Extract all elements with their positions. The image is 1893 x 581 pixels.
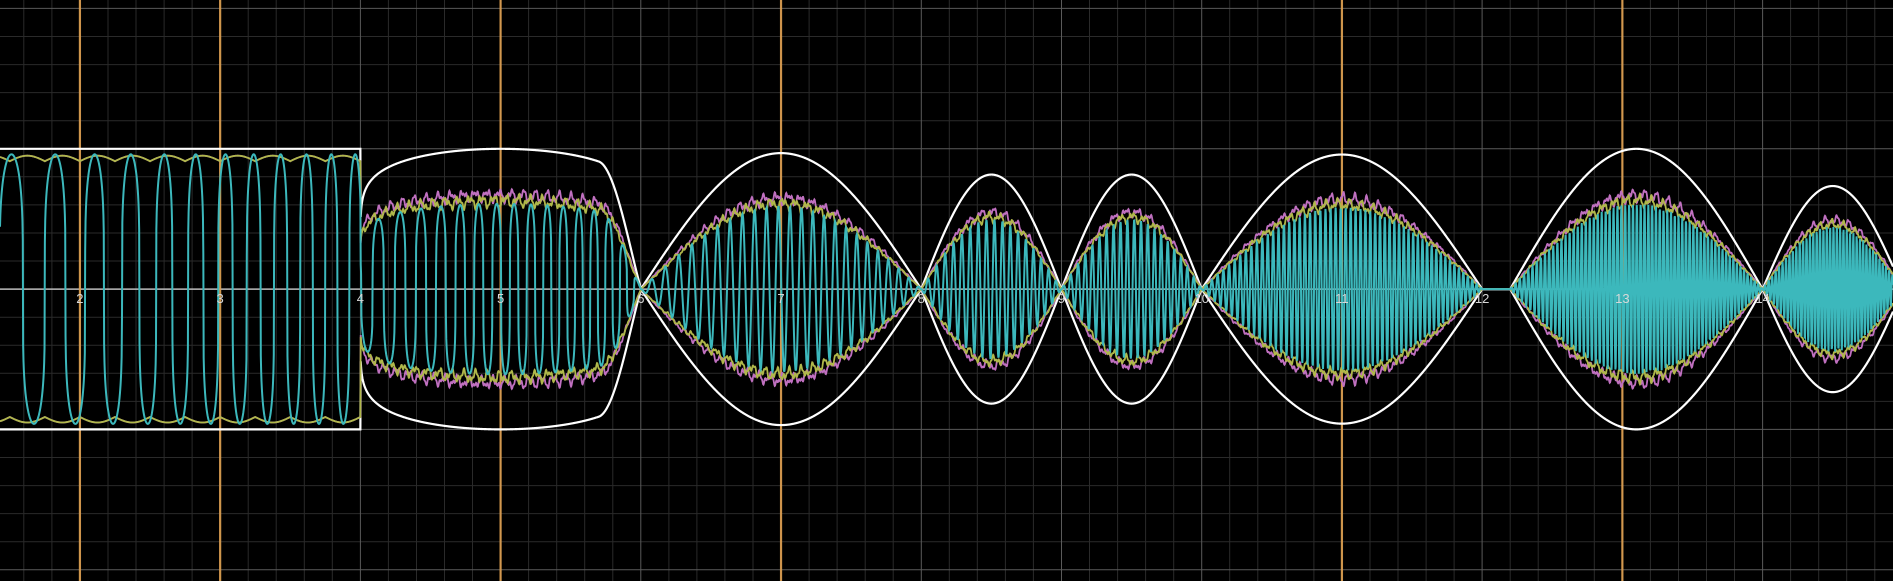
envelope-upper [0, 147, 1893, 293]
x-tick-label: 6 [637, 291, 644, 306]
x-tick-label: 2 [76, 291, 83, 306]
x-tick-label: 9 [1058, 291, 1065, 306]
x-tick-label: 12 [1475, 291, 1489, 306]
envelope-lower [0, 286, 1893, 431]
x-tick-label: 10 [1194, 291, 1208, 306]
x-tick-label: 3 [217, 291, 224, 306]
curves [0, 147, 1893, 431]
x-tick-labels: 2 3 4 5 6 7 8 9 10 11 12 13 14 [76, 291, 1770, 306]
band_b-lower [0, 287, 1893, 424]
band_b-upper [0, 154, 1893, 291]
x-tick-label: 5 [497, 291, 504, 306]
x-tick-label: 13 [1615, 291, 1629, 306]
x-tick-label: 4 [357, 291, 364, 306]
x-tick-label: 8 [918, 291, 925, 306]
x-tick-label: 7 [777, 291, 784, 306]
x-tick-label: 11 [1335, 291, 1349, 306]
x-tick-label: 14 [1755, 291, 1769, 306]
wave-curve [0, 153, 1893, 425]
